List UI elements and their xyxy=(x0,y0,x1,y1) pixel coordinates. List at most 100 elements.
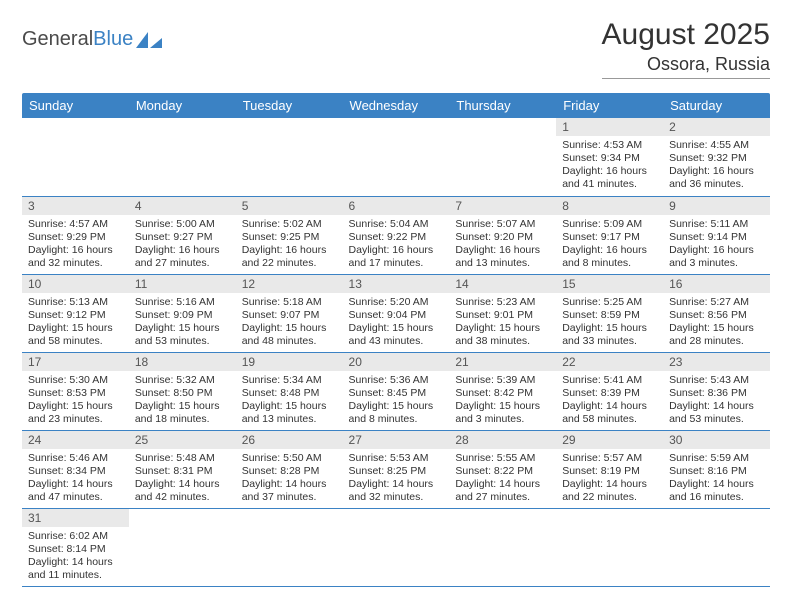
calendar-day-cell: 17Sunrise: 5:30 AMSunset: 8:53 PMDayligh… xyxy=(22,352,129,430)
day-detail-line: Daylight: 15 hours xyxy=(242,400,337,413)
calendar-week-row: 31Sunrise: 6:02 AMSunset: 8:14 PMDayligh… xyxy=(22,508,770,586)
day-detail-line: Sunrise: 4:53 AM xyxy=(562,139,657,152)
calendar-day-cell: 18Sunrise: 5:32 AMSunset: 8:50 PMDayligh… xyxy=(129,352,236,430)
day-detail-line: Sunrise: 5:27 AM xyxy=(669,296,764,309)
calendar-day-cell: 2Sunrise: 4:55 AMSunset: 9:32 PMDaylight… xyxy=(663,118,770,196)
weekday-header-row: Sunday Monday Tuesday Wednesday Thursday… xyxy=(22,93,770,118)
day-detail-line: Sunset: 9:04 PM xyxy=(349,309,444,322)
logo-sail-icon xyxy=(136,32,162,48)
day-number: 28 xyxy=(449,431,556,449)
day-detail-line: Sunrise: 5:39 AM xyxy=(455,374,550,387)
day-detail-line: Daylight: 15 hours xyxy=(562,322,657,335)
day-detail-line: Daylight: 15 hours xyxy=(455,322,550,335)
logo-text-general: General xyxy=(22,28,93,51)
day-detail-line: and 27 minutes. xyxy=(455,491,550,504)
day-detail-line: and 11 minutes. xyxy=(28,569,123,582)
calendar-day-cell: 14Sunrise: 5:23 AMSunset: 9:01 PMDayligh… xyxy=(449,274,556,352)
calendar-day-cell: 16Sunrise: 5:27 AMSunset: 8:56 PMDayligh… xyxy=(663,274,770,352)
calendar-week-row: 10Sunrise: 5:13 AMSunset: 9:12 PMDayligh… xyxy=(22,274,770,352)
calendar-day-cell: 30Sunrise: 5:59 AMSunset: 8:16 PMDayligh… xyxy=(663,430,770,508)
day-detail-line: Sunset: 8:50 PM xyxy=(135,387,230,400)
day-detail-line: Sunset: 9:25 PM xyxy=(242,231,337,244)
day-detail-line: Sunset: 9:29 PM xyxy=(28,231,123,244)
calendar-day-cell: 24Sunrise: 5:46 AMSunset: 8:34 PMDayligh… xyxy=(22,430,129,508)
calendar-empty-cell xyxy=(236,508,343,586)
day-number: 16 xyxy=(663,275,770,293)
calendar-table: Sunday Monday Tuesday Wednesday Thursday… xyxy=(22,93,770,587)
calendar-body: 1Sunrise: 4:53 AMSunset: 9:34 PMDaylight… xyxy=(22,118,770,586)
day-number: 12 xyxy=(236,275,343,293)
day-number: 10 xyxy=(22,275,129,293)
day-number: 7 xyxy=(449,197,556,215)
calendar-empty-cell xyxy=(663,508,770,586)
day-details: Sunrise: 5:48 AMSunset: 8:31 PMDaylight:… xyxy=(129,449,236,507)
day-details: Sunrise: 5:36 AMSunset: 8:45 PMDaylight:… xyxy=(343,371,450,429)
day-detail-line: Sunrise: 5:25 AM xyxy=(562,296,657,309)
calendar-week-row: 3Sunrise: 4:57 AMSunset: 9:29 PMDaylight… xyxy=(22,196,770,274)
day-detail-line: Sunset: 9:22 PM xyxy=(349,231,444,244)
day-detail-line: and 13 minutes. xyxy=(242,413,337,426)
calendar-day-cell: 11Sunrise: 5:16 AMSunset: 9:09 PMDayligh… xyxy=(129,274,236,352)
day-detail-line: and 27 minutes. xyxy=(135,257,230,270)
day-number: 31 xyxy=(22,509,129,527)
calendar-day-cell: 19Sunrise: 5:34 AMSunset: 8:48 PMDayligh… xyxy=(236,352,343,430)
calendar-day-cell: 12Sunrise: 5:18 AMSunset: 9:07 PMDayligh… xyxy=(236,274,343,352)
day-detail-line: Sunrise: 5:53 AM xyxy=(349,452,444,465)
day-detail-line: and 18 minutes. xyxy=(135,413,230,426)
calendar-empty-cell xyxy=(236,118,343,196)
day-detail-line: Sunrise: 5:59 AM xyxy=(669,452,764,465)
day-details: Sunrise: 5:55 AMSunset: 8:22 PMDaylight:… xyxy=(449,449,556,507)
calendar-week-row: 1Sunrise: 4:53 AMSunset: 9:34 PMDaylight… xyxy=(22,118,770,196)
day-details: Sunrise: 5:16 AMSunset: 9:09 PMDaylight:… xyxy=(129,293,236,351)
day-number: 2 xyxy=(663,118,770,136)
day-detail-line: Daylight: 14 hours xyxy=(669,400,764,413)
day-detail-line: Daylight: 16 hours xyxy=(669,244,764,257)
day-detail-line: and 17 minutes. xyxy=(349,257,444,270)
day-detail-line: Sunrise: 5:00 AM xyxy=(135,218,230,231)
day-detail-line: and 16 minutes. xyxy=(669,491,764,504)
day-detail-line: Sunrise: 5:07 AM xyxy=(455,218,550,231)
day-detail-line: Sunrise: 5:11 AM xyxy=(669,218,764,231)
day-detail-line: Daylight: 14 hours xyxy=(349,478,444,491)
weekday-header: Tuesday xyxy=(236,93,343,118)
day-number: 23 xyxy=(663,353,770,371)
day-detail-line: Sunset: 9:09 PM xyxy=(135,309,230,322)
day-detail-line: Sunrise: 5:55 AM xyxy=(455,452,550,465)
day-detail-line: Sunrise: 5:50 AM xyxy=(242,452,337,465)
day-detail-line: Daylight: 15 hours xyxy=(455,400,550,413)
day-details: Sunrise: 5:41 AMSunset: 8:39 PMDaylight:… xyxy=(556,371,663,429)
day-detail-line: Daylight: 15 hours xyxy=(669,322,764,335)
day-detail-line: Sunset: 8:14 PM xyxy=(28,543,123,556)
weekday-header: Thursday xyxy=(449,93,556,118)
day-number: 22 xyxy=(556,353,663,371)
calendar-empty-cell xyxy=(556,508,663,586)
day-detail-line: and 13 minutes. xyxy=(455,257,550,270)
day-detail-line: Sunrise: 5:43 AM xyxy=(669,374,764,387)
day-number: 5 xyxy=(236,197,343,215)
day-details: Sunrise: 5:53 AMSunset: 8:25 PMDaylight:… xyxy=(343,449,450,507)
day-details: Sunrise: 5:09 AMSunset: 9:17 PMDaylight:… xyxy=(556,215,663,273)
day-detail-line: Daylight: 16 hours xyxy=(455,244,550,257)
calendar-day-cell: 21Sunrise: 5:39 AMSunset: 8:42 PMDayligh… xyxy=(449,352,556,430)
day-details: Sunrise: 4:53 AMSunset: 9:34 PMDaylight:… xyxy=(556,136,663,194)
day-detail-line: and 22 minutes. xyxy=(562,491,657,504)
day-details: Sunrise: 5:50 AMSunset: 8:28 PMDaylight:… xyxy=(236,449,343,507)
day-detail-line: and 8 minutes. xyxy=(349,413,444,426)
day-detail-line: and 32 minutes. xyxy=(28,257,123,270)
day-detail-line: Sunset: 8:19 PM xyxy=(562,465,657,478)
day-details: Sunrise: 5:32 AMSunset: 8:50 PMDaylight:… xyxy=(129,371,236,429)
day-detail-line: Daylight: 14 hours xyxy=(562,478,657,491)
calendar-empty-cell xyxy=(343,508,450,586)
day-detail-line: Sunset: 9:14 PM xyxy=(669,231,764,244)
calendar-empty-cell xyxy=(129,508,236,586)
day-detail-line: and 48 minutes. xyxy=(242,335,337,348)
day-detail-line: Sunrise: 5:23 AM xyxy=(455,296,550,309)
day-detail-line: Sunrise: 5:09 AM xyxy=(562,218,657,231)
day-detail-line: Sunset: 8:53 PM xyxy=(28,387,123,400)
day-detail-line: and 28 minutes. xyxy=(669,335,764,348)
day-detail-line: Sunset: 8:28 PM xyxy=(242,465,337,478)
calendar-day-cell: 1Sunrise: 4:53 AMSunset: 9:34 PMDaylight… xyxy=(556,118,663,196)
day-detail-line: Sunrise: 4:57 AM xyxy=(28,218,123,231)
calendar-day-cell: 3Sunrise: 4:57 AMSunset: 9:29 PMDaylight… xyxy=(22,196,129,274)
day-details: Sunrise: 5:23 AMSunset: 9:01 PMDaylight:… xyxy=(449,293,556,351)
